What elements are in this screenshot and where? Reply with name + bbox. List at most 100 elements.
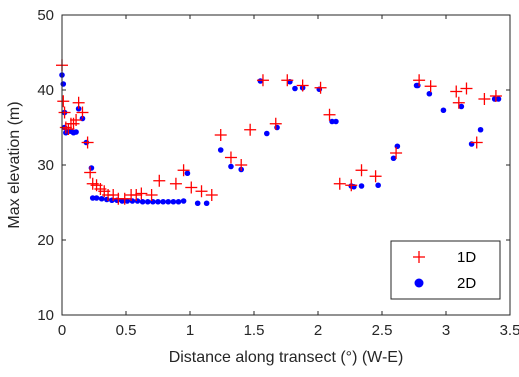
data-point-1d [81, 136, 94, 149]
data-point-1d [62, 123, 75, 135]
data-point-2d [155, 198, 161, 205]
data-point-2d [329, 118, 335, 125]
data-point-2d [292, 85, 298, 92]
data-point-1d [345, 179, 358, 192]
axes-layer: 0 0.5 1 1.5 2 2.5 3 3.5 10 20 30 40 50 [37, 7, 519, 339]
data-point-2d [477, 126, 484, 133]
legend-marker-1d [413, 251, 425, 263]
data-point-2d [194, 200, 201, 207]
data-point-1d [57, 95, 70, 108]
data-point-1d [130, 189, 143, 201]
data-point-1d [369, 170, 382, 183]
data-point-1d [72, 96, 85, 109]
data-point-2d [180, 198, 187, 204]
x-tick-label: 0.5 [116, 322, 137, 339]
data-point-2d [93, 195, 100, 201]
data-point-1d [452, 96, 465, 109]
data-point-1d [390, 147, 403, 159]
data-point-2d [134, 198, 141, 204]
data-point-1d [281, 74, 294, 87]
legend-box [390, 240, 501, 300]
data-point-1d [84, 166, 97, 179]
data-point-2d [394, 143, 401, 150]
data-point-2d [139, 198, 146, 205]
data-point-1d [169, 177, 182, 190]
data-point-1d [478, 93, 491, 105]
data-point-2d [375, 182, 381, 189]
data-point-2d [426, 90, 433, 97]
data-point-2d [333, 118, 339, 125]
data-point-2d [203, 200, 210, 207]
data-point-1d [450, 85, 463, 98]
data-point-2d [440, 107, 447, 114]
data-point-1d [244, 123, 257, 136]
data-point-2d [88, 165, 95, 171]
x-axis-title: Distance along transect (°) (W-E) [169, 349, 404, 366]
data-point-1d [177, 164, 190, 177]
x-tick-label: 1 [186, 322, 194, 339]
data-point-1d [118, 192, 131, 205]
plot-layer [56, 59, 502, 207]
x-tick-label: 2.5 [372, 322, 393, 339]
data-point-2d [73, 129, 79, 135]
data-point-2d [144, 198, 151, 205]
data-point-1d [355, 164, 368, 177]
data-point-1d [333, 177, 346, 190]
data-point-1d [195, 185, 208, 198]
data-point-2d [170, 198, 177, 205]
y-tick-label: 10 [37, 307, 54, 324]
x-tick-label: 3 [442, 322, 450, 339]
data-point-2d [104, 196, 110, 203]
data-point-2d [160, 198, 166, 205]
data-point-2d [124, 198, 131, 204]
series-1d [56, 59, 502, 205]
data-point-1d [413, 74, 426, 87]
x-tick-label: 0 [58, 322, 66, 339]
data-point-2d [264, 130, 270, 137]
data-point-1d [323, 108, 336, 121]
y-tick-label: 40 [37, 82, 54, 99]
data-point-1d [489, 90, 502, 102]
legend: 1D 2D [390, 240, 501, 300]
data-point-1d [185, 181, 198, 194]
y-tick-label: 30 [37, 157, 54, 174]
data-point-2d [458, 103, 465, 110]
y-tick-label: 20 [37, 232, 54, 249]
data-point-2d [184, 170, 191, 177]
data-point-2d [217, 147, 224, 153]
x-tick-label: 3.5 [500, 322, 519, 339]
data-point-1d [269, 117, 282, 130]
data-point-1d [235, 159, 248, 171]
data-point-1d [256, 74, 269, 87]
data-point-1d [145, 189, 158, 201]
data-point-2d [165, 198, 172, 205]
data-point-2d [175, 198, 182, 205]
data-point-1d [70, 114, 83, 126]
series-2d [59, 72, 502, 207]
x-tick-label: 2 [314, 322, 322, 339]
data-point-1d [460, 82, 473, 95]
legend-label: 2D [457, 275, 476, 292]
data-point-2d [98, 195, 105, 202]
data-point-2d [358, 183, 365, 189]
x-tick-label: 1.5 [244, 322, 265, 339]
data-point-2d [495, 96, 502, 102]
data-point-2d [415, 82, 421, 89]
data-point-1d [314, 81, 327, 94]
data-point-2d [228, 163, 234, 170]
data-point-2d [274, 124, 280, 131]
y-axis-title: Max elevation (m) [6, 101, 23, 228]
data-point-1d [470, 136, 483, 149]
data-point-2d [89, 195, 96, 201]
legend-marker-2d [414, 278, 424, 288]
data-point-1d [76, 106, 89, 119]
data-point-2d [119, 198, 125, 204]
data-point-1d [214, 129, 227, 141]
legend-label: 1D [457, 249, 476, 266]
y-tick-label: 50 [37, 7, 54, 24]
data-point-1d [205, 189, 218, 201]
data-point-2d [150, 198, 156, 205]
